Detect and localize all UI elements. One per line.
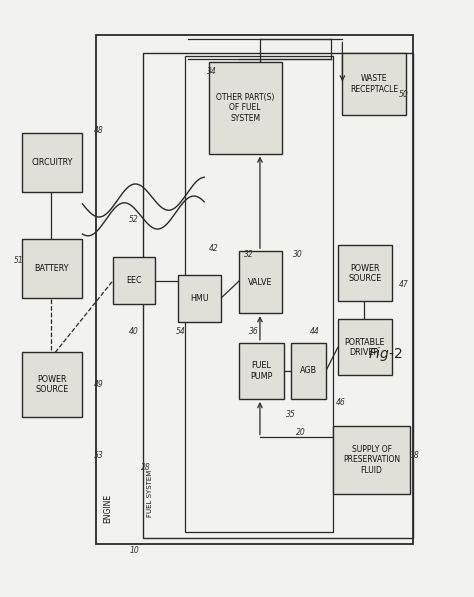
Text: POWER
SOURCE: POWER SOURCE bbox=[348, 264, 381, 283]
Text: 20: 20 bbox=[296, 427, 305, 436]
Text: 32: 32 bbox=[244, 250, 254, 259]
Text: 10: 10 bbox=[129, 546, 139, 555]
Bar bbox=[333, 426, 410, 494]
Text: HMU: HMU bbox=[190, 294, 209, 303]
Text: 38: 38 bbox=[410, 451, 420, 460]
Text: BATTERY: BATTERY bbox=[35, 264, 69, 273]
Text: SUPPLY OF
PRESERVATION
FLUID: SUPPLY OF PRESERVATION FLUID bbox=[343, 445, 400, 475]
Text: ENGINE: ENGINE bbox=[104, 494, 113, 523]
Text: EEC: EEC bbox=[126, 276, 142, 285]
Bar bbox=[342, 53, 406, 115]
Bar bbox=[21, 352, 82, 417]
Text: 49: 49 bbox=[94, 380, 104, 389]
Text: POWER
SOURCE: POWER SOURCE bbox=[36, 374, 69, 394]
Bar bbox=[113, 257, 155, 304]
Bar bbox=[178, 275, 220, 322]
Text: 30: 30 bbox=[293, 250, 303, 259]
Bar bbox=[143, 53, 413, 538]
Text: 48: 48 bbox=[94, 126, 104, 135]
Text: $\it{Fig}$-2: $\it{Fig}$-2 bbox=[368, 344, 403, 362]
Bar bbox=[337, 245, 392, 301]
Text: 34: 34 bbox=[207, 67, 216, 76]
Text: CIRCUITRY: CIRCUITRY bbox=[31, 158, 73, 167]
Text: PORTABLE
DRIVER: PORTABLE DRIVER bbox=[345, 337, 385, 357]
Text: 53: 53 bbox=[94, 451, 104, 460]
Text: 47: 47 bbox=[399, 279, 409, 289]
Bar bbox=[97, 35, 413, 544]
Text: WASTE
RECEPTACLE: WASTE RECEPTACLE bbox=[350, 75, 398, 94]
Text: 40: 40 bbox=[129, 327, 139, 336]
Text: 42: 42 bbox=[209, 244, 219, 253]
Text: 35: 35 bbox=[286, 410, 296, 418]
Text: 44: 44 bbox=[310, 327, 319, 336]
Text: FUEL
PUMP: FUEL PUMP bbox=[250, 361, 273, 381]
Bar bbox=[21, 133, 82, 192]
Bar bbox=[21, 239, 82, 298]
Text: OTHER PART(S)
OF FUEL
SYSTEM: OTHER PART(S) OF FUEL SYSTEM bbox=[216, 93, 274, 122]
Text: 51: 51 bbox=[14, 256, 23, 265]
Text: 46: 46 bbox=[336, 398, 345, 407]
Text: 52: 52 bbox=[129, 214, 139, 224]
Bar bbox=[239, 343, 284, 399]
Text: VALVE: VALVE bbox=[248, 278, 273, 287]
Text: FUEL SYSTEM: FUEL SYSTEM bbox=[147, 470, 153, 518]
Bar bbox=[291, 343, 326, 399]
Text: 50: 50 bbox=[399, 90, 409, 100]
Bar bbox=[239, 251, 282, 313]
Bar bbox=[209, 62, 282, 153]
Bar bbox=[185, 56, 333, 532]
Text: 28: 28 bbox=[141, 463, 151, 472]
Bar bbox=[337, 319, 392, 376]
Text: 54: 54 bbox=[176, 327, 186, 336]
Text: 36: 36 bbox=[249, 327, 258, 336]
Text: AGB: AGB bbox=[300, 367, 317, 376]
